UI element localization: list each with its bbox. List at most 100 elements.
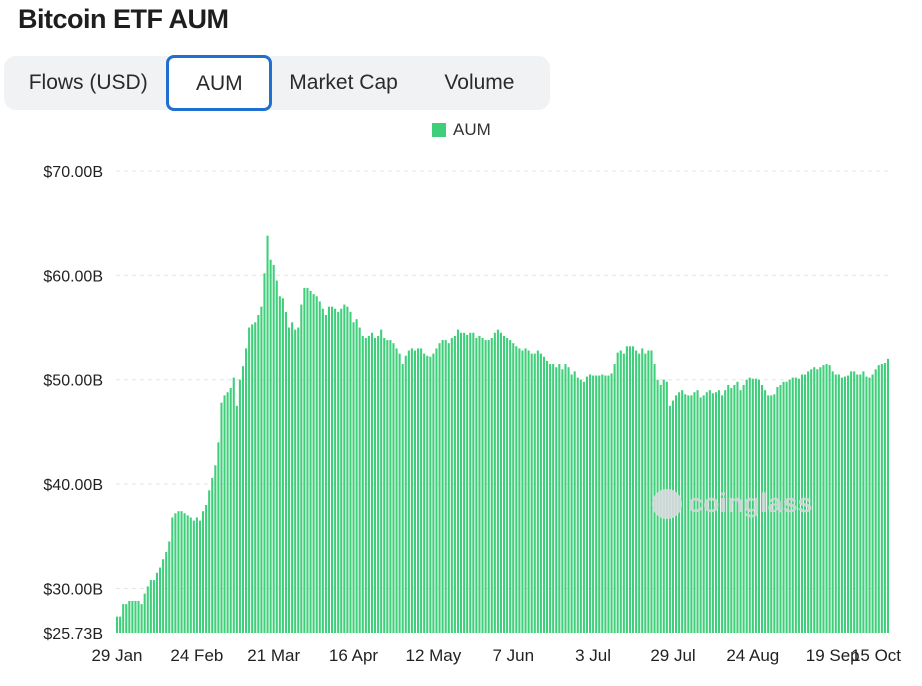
aum-bar[interactable] [619, 350, 622, 634]
aum-bar[interactable] [776, 387, 779, 633]
aum-bar[interactable] [499, 332, 503, 633]
aum-bar[interactable] [705, 392, 708, 633]
aum-bar[interactable] [595, 375, 598, 633]
aum-bar[interactable] [773, 394, 776, 633]
aum-bar[interactable] [840, 377, 843, 633]
aum-bar[interactable] [515, 346, 518, 633]
aum-bar[interactable] [727, 384, 730, 633]
aum-bar[interactable] [702, 395, 705, 633]
aum-bar[interactable] [816, 369, 819, 633]
aum-bar[interactable] [819, 367, 822, 633]
aum-bar[interactable] [484, 340, 487, 633]
aum-bar[interactable] [607, 375, 610, 633]
aum-bar[interactable] [122, 604, 125, 633]
aum-bar[interactable] [291, 322, 294, 633]
aum-bar[interactable] [561, 369, 564, 633]
aum-bar[interactable] [334, 308, 337, 633]
aum-bar[interactable] [555, 367, 558, 633]
aum-bar[interactable] [278, 296, 281, 633]
aum-bar[interactable] [764, 390, 767, 633]
aum-bar[interactable] [770, 395, 773, 633]
aum-bar[interactable] [853, 371, 856, 633]
aum-bar[interactable] [794, 377, 797, 633]
aum-bar[interactable] [472, 332, 475, 633]
aum-bar[interactable] [162, 559, 165, 633]
aum-bar[interactable] [407, 350, 410, 634]
aum-bar[interactable] [791, 377, 794, 633]
aum-bar[interactable] [736, 381, 739, 633]
aum-bar[interactable] [168, 541, 171, 633]
tab-volume[interactable]: Volume [444, 71, 515, 94]
aum-bar[interactable] [810, 369, 813, 633]
aum-bar[interactable] [536, 350, 539, 634]
aum-bar[interactable] [503, 335, 506, 633]
aum-bar[interactable] [327, 306, 331, 633]
aum-bar[interactable] [757, 379, 761, 633]
aum-bar[interactable] [159, 567, 162, 633]
aum-bar[interactable] [281, 298, 284, 633]
aum-bar[interactable] [294, 329, 297, 633]
aum-bar[interactable] [128, 600, 131, 633]
aum-bar[interactable] [257, 315, 260, 633]
aum-bar[interactable] [825, 364, 828, 633]
aum-bar[interactable] [180, 511, 183, 633]
aum-bar[interactable] [466, 334, 469, 633]
aum-bar[interactable] [119, 616, 122, 633]
aum-bar[interactable] [140, 604, 143, 633]
aum-bar[interactable] [229, 388, 232, 633]
aum-bar[interactable] [137, 600, 140, 633]
aum-bar[interactable] [226, 392, 229, 633]
aum-bar[interactable] [377, 335, 380, 633]
aum-bar[interactable] [822, 365, 825, 633]
aum-bar[interactable] [423, 353, 426, 633]
aum-bar[interactable] [874, 369, 877, 633]
aum-bar[interactable] [748, 377, 751, 633]
aum-bar[interactable] [542, 356, 546, 633]
aum-bar[interactable] [232, 377, 235, 633]
aum-bar[interactable] [251, 324, 254, 633]
aum-bar[interactable] [444, 340, 447, 633]
aum-bar[interactable] [813, 367, 816, 633]
aum-bar[interactable] [481, 337, 484, 633]
aum-bar[interactable] [886, 358, 890, 633]
aum-bar[interactable] [183, 513, 186, 633]
aum-bar[interactable] [260, 306, 263, 633]
aum-bar[interactable] [779, 384, 782, 633]
aum-bar[interactable] [684, 394, 687, 633]
aum-bar[interactable] [358, 327, 361, 633]
aum-bar[interactable] [463, 332, 466, 633]
aum-bar[interactable] [478, 335, 481, 633]
aum-bar[interactable] [598, 375, 601, 633]
aum-bar[interactable] [521, 350, 524, 634]
aum-bar[interactable] [469, 332, 472, 633]
aum-bar[interactable] [367, 335, 370, 633]
aum-bar[interactable] [269, 259, 272, 633]
aum-bar[interactable] [714, 392, 718, 633]
aum-bar[interactable] [337, 311, 340, 633]
aum-bar[interactable] [868, 377, 871, 633]
aum-bar[interactable] [782, 381, 785, 633]
aum-bar[interactable] [435, 348, 438, 633]
aum-bar[interactable] [263, 273, 266, 633]
aum-bar[interactable] [331, 306, 334, 633]
aum-bar[interactable] [616, 352, 619, 633]
aum-bar[interactable] [324, 315, 327, 633]
aum-bar[interactable] [361, 335, 364, 633]
aum-bar[interactable] [493, 332, 496, 633]
aum-bar[interactable] [417, 348, 420, 633]
aum-bar[interactable] [638, 353, 641, 633]
aum-bar[interactable] [220, 402, 223, 633]
aum-bar[interactable] [527, 350, 530, 634]
aum-bar[interactable] [567, 367, 570, 633]
aum-bar[interactable] [509, 340, 512, 633]
aum-bar[interactable] [241, 366, 245, 633]
aum-bar[interactable] [195, 517, 198, 633]
chart-legend[interactable]: AUM [432, 120, 491, 140]
aum-bar[interactable] [413, 350, 417, 634]
aum-bar[interactable] [635, 350, 638, 634]
aum-bar[interactable] [632, 346, 635, 633]
aum-bar[interactable] [644, 353, 647, 633]
aum-bar[interactable] [349, 311, 352, 633]
aum-bar[interactable] [143, 593, 146, 633]
aum-bar[interactable] [125, 604, 128, 633]
